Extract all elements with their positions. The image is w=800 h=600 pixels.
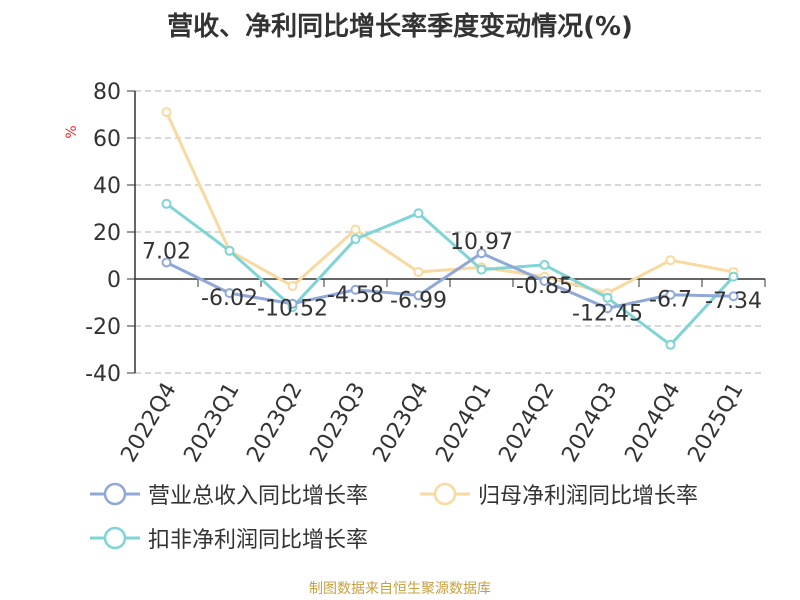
data-point [224, 288, 235, 299]
data-point [539, 275, 550, 286]
data-point [476, 264, 487, 275]
data-point [161, 198, 172, 209]
legend-label: 营业总收入同比增长率 [148, 484, 369, 509]
y-axis-label: % [64, 125, 80, 138]
data-point [539, 259, 550, 270]
data-point [350, 234, 361, 245]
legend-item-deducted-profit[interactable]: 扣非净利润同比增长率 [90, 522, 368, 554]
data-label: 7.02 [142, 240, 191, 265]
data-point [476, 248, 487, 259]
data-point [224, 245, 235, 256]
legend-label: 归母净利润同比增长率 [478, 484, 699, 509]
x-tick-label: 2024Q1 [431, 379, 496, 467]
legend-marker-icon [90, 526, 140, 550]
data-point [728, 291, 739, 302]
series-line [165, 202, 735, 347]
x-tick-label: 2023Q1 [179, 379, 244, 467]
data-point [665, 255, 676, 266]
data-label: -6.02 [201, 286, 258, 311]
series-line [165, 111, 734, 295]
chart-title: 营收、净利同比增长率季度变动情况(%) [167, 12, 633, 42]
data-label: -12.45 [572, 301, 643, 326]
y-tick-label: -20 [85, 315, 121, 340]
data-point [602, 303, 613, 314]
y-tick-label: 20 [93, 221, 121, 246]
source-note: 制图数据来自恒生聚源数据库 [309, 581, 491, 597]
data-point [161, 257, 172, 268]
x-tick-label: 2023Q3 [305, 379, 370, 467]
y-tick-label: 40 [93, 174, 121, 199]
x-tick-label: 2022Q4 [116, 379, 181, 467]
legend-marker-icon [420, 482, 470, 506]
x-tick-label: 2024Q4 [620, 379, 685, 467]
x-tick-label: 2025Q1 [683, 379, 748, 467]
data-label: 10.97 [450, 230, 513, 255]
y-tick-label: -40 [85, 362, 121, 387]
legend-item-net-profit[interactable]: 归母净利润同比增长率 [420, 478, 698, 510]
legend-marker-icon [90, 482, 140, 506]
data-point [665, 339, 676, 350]
data-point [413, 208, 424, 219]
data-label: -6.7 [649, 288, 692, 313]
y-tick-label: 0 [107, 268, 121, 293]
legend-label: 扣非净利润同比增长率 [148, 528, 369, 553]
data-point [350, 284, 361, 295]
x-tick-label: 2024Q3 [557, 379, 622, 467]
data-point [665, 289, 676, 300]
x-tick-label: 2023Q4 [368, 379, 433, 467]
data-point [287, 298, 298, 309]
data-point [287, 281, 298, 292]
data-point [413, 266, 424, 277]
data-point [161, 107, 172, 118]
data-point [602, 292, 613, 303]
legend-item-revenue[interactable]: 营业总收入同比增长率 [90, 478, 368, 510]
data-label: -6.99 [390, 288, 447, 313]
data-point [413, 290, 424, 301]
data-label: -7.34 [705, 289, 762, 314]
x-tick-label: 2023Q2 [242, 379, 307, 467]
series-line [165, 251, 734, 310]
data-label: -0.85 [516, 274, 573, 299]
data-point [350, 224, 361, 235]
y-tick-label: 60 [93, 127, 121, 152]
data-label: -10.52 [257, 297, 328, 322]
y-tick-label: 80 [93, 80, 121, 105]
data-label: -4.58 [327, 283, 384, 308]
data-point [728, 271, 739, 282]
x-tick-label: 2024Q2 [494, 379, 559, 467]
